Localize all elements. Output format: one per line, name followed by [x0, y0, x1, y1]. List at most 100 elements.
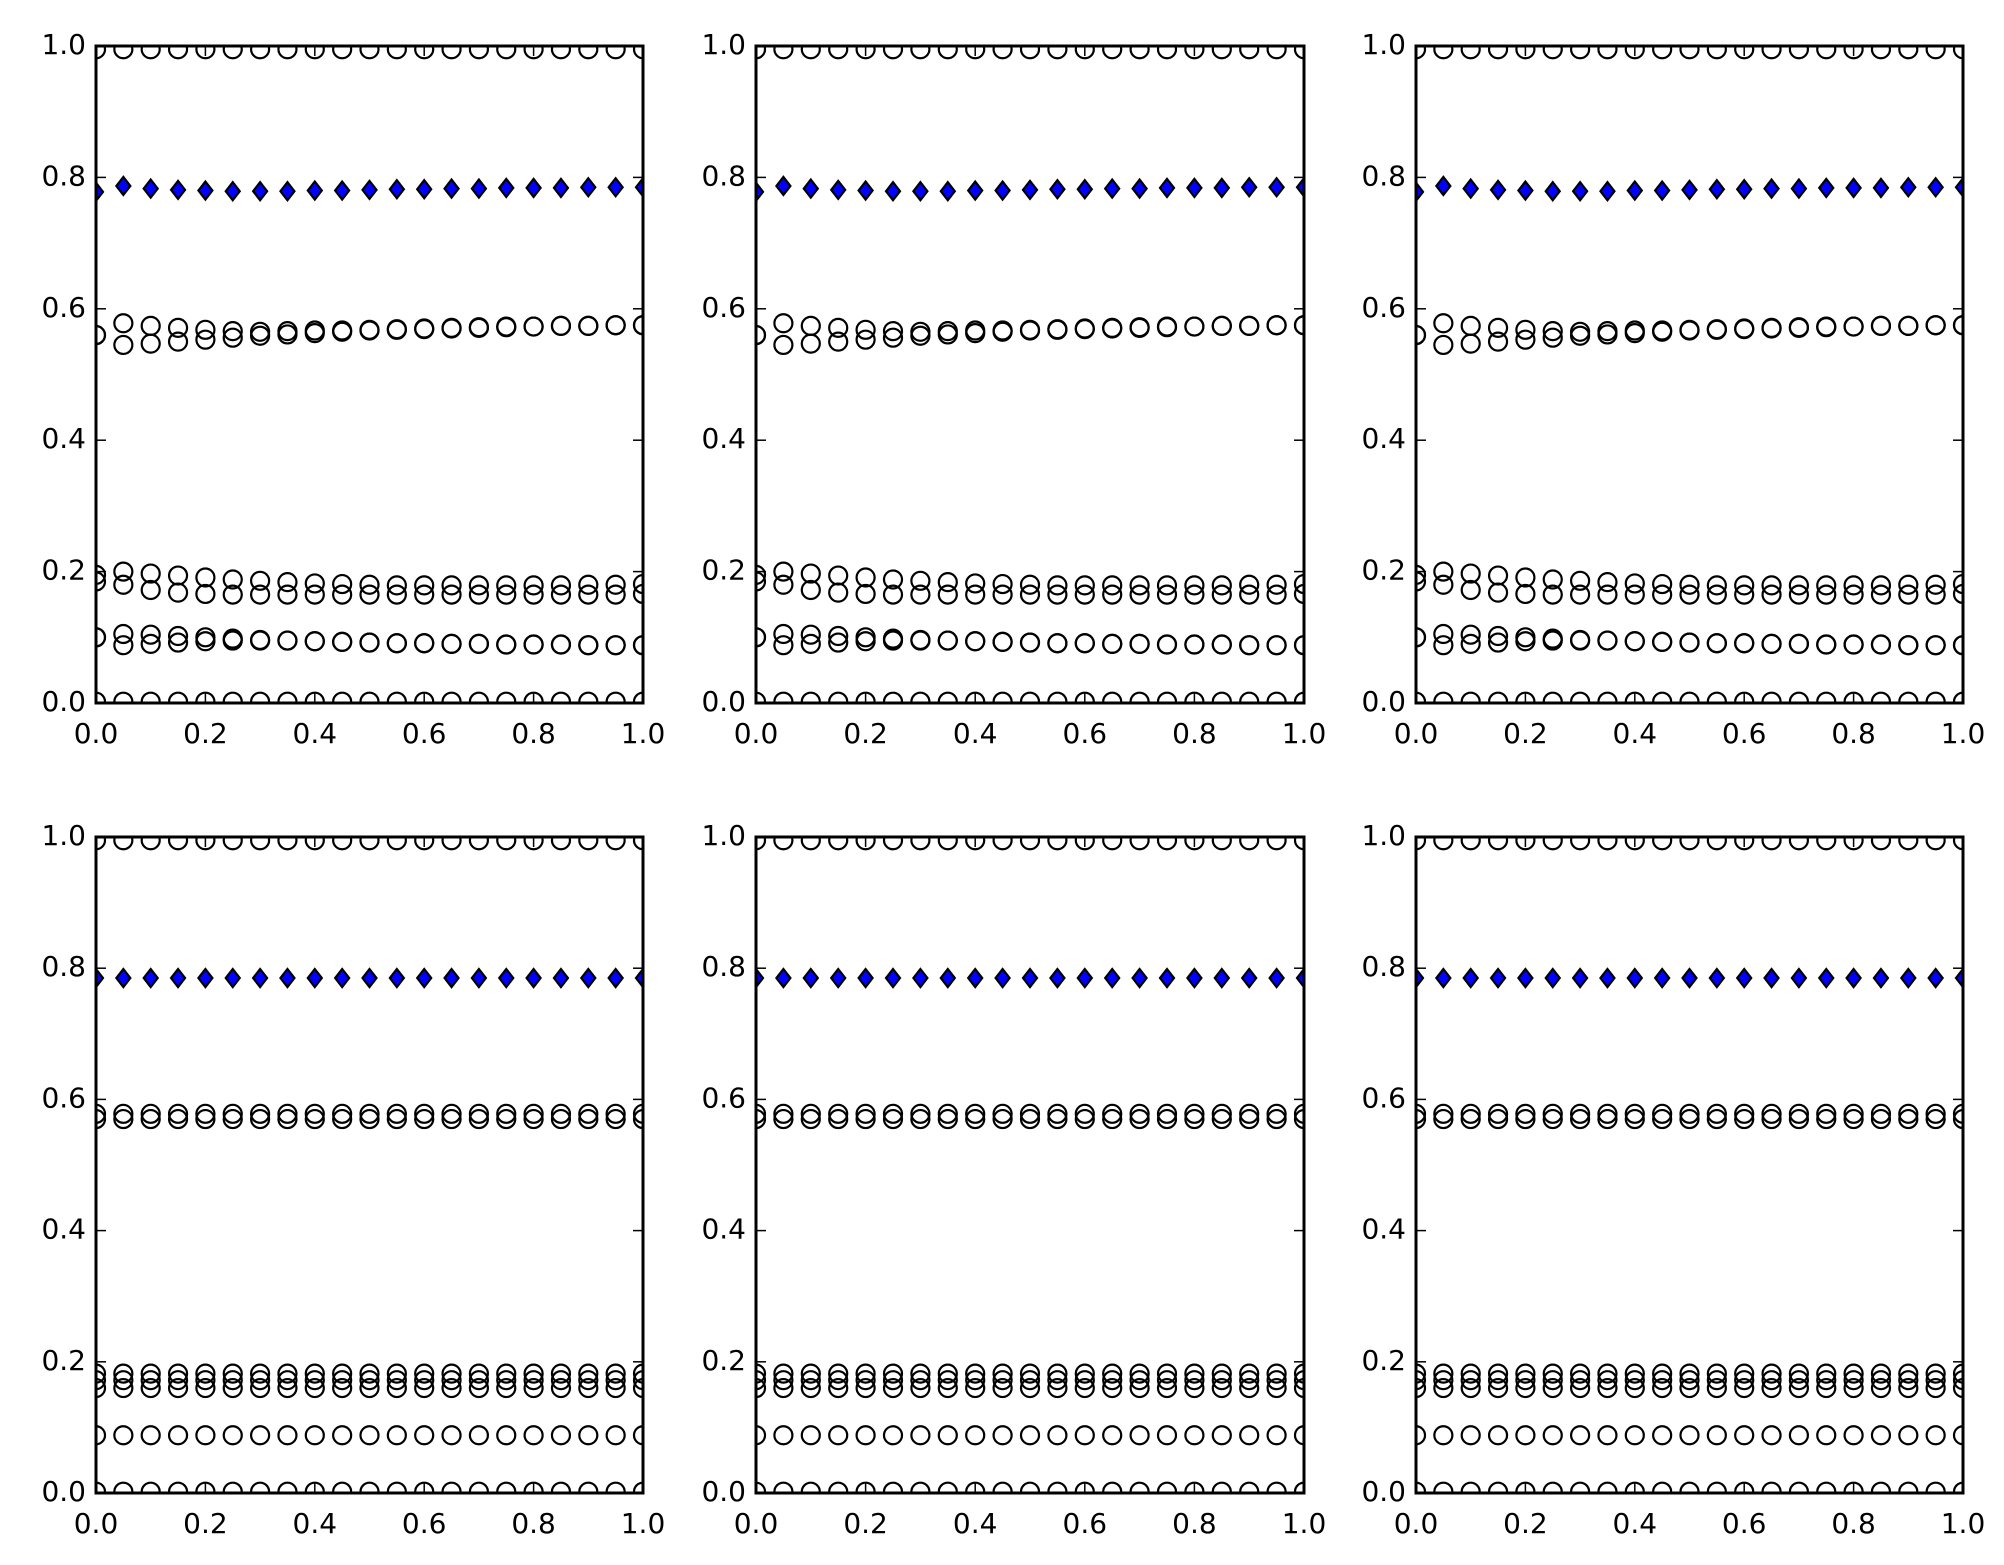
circle-marker	[1870, 46, 1892, 60]
circle-marker	[578, 315, 599, 336]
circle-marker	[195, 583, 216, 605]
circle-marker	[113, 334, 134, 356]
circle-marker	[1047, 584, 1068, 605]
diamond-marker	[169, 179, 187, 201]
diamond-marker	[333, 179, 351, 202]
circle-marker	[222, 1108, 243, 1130]
circle-marker	[113, 1370, 134, 1391]
diamond-marker	[884, 967, 902, 989]
plot-area	[1416, 837, 1963, 1493]
circle-marker	[140, 579, 161, 601]
circle-marker	[222, 1425, 243, 1446]
circle-marker	[1843, 1370, 1864, 1391]
y-tick-label: 0.2	[1361, 1344, 1406, 1377]
circle-marker	[1734, 1363, 1755, 1384]
circle-marker	[937, 572, 958, 593]
circle-marker	[1597, 46, 1618, 60]
circle-marker	[304, 1370, 325, 1391]
circle-marker	[882, 569, 904, 590]
circle-marker	[773, 1363, 794, 1384]
circle-marker	[277, 837, 298, 851]
x-tick-label: 0.0	[1394, 1507, 1439, 1540]
circle-marker	[1624, 1108, 1645, 1130]
circle-marker	[578, 1425, 599, 1446]
circle-marker	[1184, 1377, 1205, 1399]
circle-marker	[1542, 321, 1563, 342]
circle-marker	[113, 1425, 134, 1446]
subplot: 0.0 0.2 0.4 0.6 0.8 1.0 0.0 0.2 0.4 0.6 0.8 1.0	[1361, 819, 1985, 1540]
x-tick-label: 0.6	[1063, 717, 1108, 750]
circle-marker	[113, 1377, 134, 1399]
circle-marker	[882, 1108, 904, 1130]
circle-marker	[1416, 627, 1427, 648]
circle-marker	[1597, 1363, 1618, 1384]
circle-marker	[1074, 1103, 1095, 1124]
diamond-marker	[169, 967, 187, 989]
diamond-marker	[1295, 176, 1304, 199]
circle-marker	[386, 1377, 407, 1399]
diamond-marker	[939, 967, 957, 989]
circle-marker	[1816, 1370, 1837, 1391]
circle-marker	[1074, 319, 1095, 340]
diamond-marker	[1158, 967, 1176, 989]
subplot: 0.0 0.2 0.4 0.6 0.8 1.0 0.0 0.2 0.4 0.6 0.8 1.0	[41, 819, 665, 1540]
circle-marker	[1460, 1425, 1481, 1446]
circle-marker	[140, 1370, 161, 1391]
circle-marker	[605, 1363, 626, 1384]
circle-marker	[441, 1108, 462, 1130]
circle-marker	[550, 1108, 572, 1130]
diamond-marker	[1416, 967, 1425, 989]
circle-marker	[1293, 1425, 1304, 1446]
circle-marker	[1487, 1377, 1509, 1399]
circle-marker	[1898, 837, 1919, 851]
circle-marker	[1487, 1370, 1509, 1391]
circle-marker	[1211, 584, 1232, 605]
circle-marker	[1706, 319, 1727, 340]
circle-marker	[222, 1363, 243, 1384]
subplot: 0.0 0.2 0.4 0.6 0.8 1.0 0.0 0.2 0.4 0.6 0.8 1.0	[701, 28, 1326, 750]
diamond-marker	[251, 967, 269, 989]
circle-marker	[1542, 1425, 1563, 1446]
circle-marker	[359, 1108, 380, 1130]
circle-marker	[800, 1377, 821, 1399]
markers	[96, 46, 643, 703]
circle-marker	[304, 323, 325, 344]
circle-marker	[800, 46, 821, 60]
circle-marker	[1184, 1108, 1205, 1130]
circle-marker	[855, 583, 876, 605]
circle-marker	[1597, 1425, 1618, 1446]
circle-marker	[1129, 633, 1150, 654]
circle-marker	[1706, 1370, 1727, 1391]
circle-marker	[386, 633, 407, 654]
diamond-marker	[224, 967, 242, 989]
diamond-marker	[1571, 967, 1589, 989]
circle-marker	[441, 1377, 462, 1399]
circle-marker	[910, 325, 931, 346]
circle-marker	[1816, 1377, 1837, 1399]
circle-marker	[1047, 633, 1068, 654]
circle-marker	[1102, 1103, 1123, 1124]
circle-marker	[441, 575, 462, 596]
circle-marker	[414, 46, 435, 60]
circle-marker	[1102, 1425, 1123, 1446]
x-tick-label: 0.8	[1172, 1507, 1217, 1540]
circle-marker	[1652, 584, 1673, 605]
circle-marker	[800, 1108, 821, 1130]
circle-marker	[1211, 575, 1232, 596]
circle-marker	[855, 1108, 876, 1130]
circle-marker	[937, 46, 958, 60]
circle-marker	[937, 1425, 958, 1446]
circle-marker	[140, 46, 161, 60]
circle-marker	[1570, 837, 1591, 851]
diamond-marker	[415, 178, 433, 201]
circle-marker	[1460, 624, 1481, 645]
diamond-marker	[1872, 967, 1890, 989]
circle-marker	[167, 317, 189, 338]
circle-marker	[1761, 46, 1782, 60]
circle-marker	[1734, 575, 1755, 596]
circle-marker	[304, 46, 325, 60]
circle-marker	[1734, 633, 1755, 654]
diamond-marker	[1434, 967, 1452, 989]
circle-marker	[1460, 1377, 1481, 1399]
diamond-marker	[1076, 178, 1094, 201]
